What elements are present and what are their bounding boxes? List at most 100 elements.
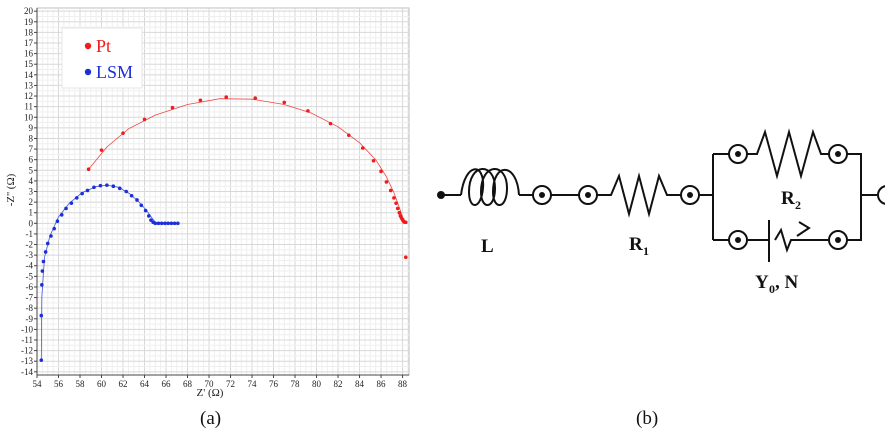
x-tick-label: 60 xyxy=(97,379,107,389)
data-point-lsm xyxy=(59,213,64,217)
y-tick-label: 13 xyxy=(24,80,34,90)
y-tick-label: -11 xyxy=(21,335,33,345)
label-R1-sub: 1 xyxy=(643,244,649,258)
y-axis-label: -Z'' (Ω) xyxy=(5,173,17,206)
y-tick-label: -10 xyxy=(21,324,33,334)
y-tick-label: 14 xyxy=(24,70,34,80)
data-point-lsm xyxy=(80,191,84,196)
y-tick-label: -6 xyxy=(26,282,34,292)
y-axis-ticks: -14-13-12-11-10-9-8-7-6-5-4-3-2-10123456… xyxy=(21,6,37,377)
data-point-pt xyxy=(403,255,408,260)
data-point-pt xyxy=(224,95,229,99)
y-tick-label: -13 xyxy=(21,356,33,366)
y-tick-label: 3 xyxy=(29,187,34,197)
connector-node-edge xyxy=(877,185,885,205)
caption-b: (b) xyxy=(636,408,659,429)
y-tick-label: 18 xyxy=(24,27,34,37)
caption-a: (a) xyxy=(200,408,222,429)
x-tick-label: 64 xyxy=(140,379,150,389)
data-point-pt xyxy=(99,148,104,152)
data-point-pt xyxy=(371,158,376,163)
connector-node-dot xyxy=(585,192,591,198)
data-point-lsm xyxy=(166,221,170,226)
data-point-lsm xyxy=(55,219,60,223)
data-point-lsm xyxy=(41,259,46,264)
data-point-lsm xyxy=(176,221,180,226)
y-tick-label: 19 xyxy=(24,17,34,27)
data-point-lsm xyxy=(39,313,44,318)
resistor-R1 xyxy=(597,172,681,218)
connector-node-dot xyxy=(735,151,741,157)
data-point-lsm xyxy=(40,283,44,287)
data-point-lsm xyxy=(69,201,74,205)
x-tick-label: 66 xyxy=(162,379,172,389)
equivalent-circuit: L R 1 R 2 Y 0 , N xyxy=(437,128,885,296)
data-point-pt xyxy=(384,180,389,184)
x-tick-label: 68 xyxy=(183,379,193,389)
x-tick-label: 80 xyxy=(312,379,322,389)
x-tick-label: 54 xyxy=(33,379,43,389)
y-tick-label: -2 xyxy=(26,240,34,250)
connector-node-dot xyxy=(735,237,741,243)
inductor-L xyxy=(460,168,520,206)
legend: Pt LSM xyxy=(61,27,143,89)
data-point-pt xyxy=(328,121,333,126)
y-tick-label: 2 xyxy=(29,197,34,207)
label-R1: R xyxy=(629,234,643,255)
data-point-lsm xyxy=(117,186,122,191)
right-bus xyxy=(847,153,862,241)
x-axis-ticks: 54 56 58 60 62 64 66 68 70 72 74 76 78 80 82 84 86 88 xyxy=(33,375,408,389)
data-point-pt xyxy=(388,188,393,193)
x-tick-label: 56 xyxy=(54,379,64,389)
data-point-lsm xyxy=(153,221,158,226)
x-tick-label: 84 xyxy=(355,379,365,389)
y-tick-label: 16 xyxy=(24,49,34,59)
y-tick-label: 5 xyxy=(29,165,34,175)
data-point-pt xyxy=(121,131,125,135)
y-tick-label: -8 xyxy=(26,303,34,313)
data-point-pt xyxy=(403,220,408,225)
data-point-lsm xyxy=(49,234,53,238)
y-tick-label: 8 xyxy=(29,133,34,143)
data-point-lsm xyxy=(43,250,48,254)
y-tick-label: 6 xyxy=(29,155,34,165)
y-tick-label: 15 xyxy=(24,59,34,69)
series-layer xyxy=(39,95,408,362)
label-L: L xyxy=(481,236,494,257)
data-point-lsm xyxy=(159,221,164,226)
label-R2-sub: 2 xyxy=(795,198,801,212)
circuit-wires xyxy=(437,128,877,262)
legend-marker-lsm xyxy=(84,68,92,76)
data-point-lsm xyxy=(129,193,134,198)
data-point-lsm xyxy=(85,188,90,193)
y-tick-label: -4 xyxy=(26,261,34,271)
data-point-pt xyxy=(86,167,91,172)
data-point-pt xyxy=(397,210,402,215)
data-point-pt xyxy=(346,133,351,138)
data-point-pt xyxy=(394,201,398,205)
data-point-pt xyxy=(253,96,258,100)
data-point-lsm xyxy=(40,269,45,273)
data-point-pt xyxy=(282,100,287,105)
x-tick-label: 72 xyxy=(226,379,235,389)
y-tick-label: 20 xyxy=(24,6,34,16)
x-tick-label: 82 xyxy=(334,379,343,389)
x-tick-label: 58 xyxy=(76,379,86,389)
x-tick-label: 88 xyxy=(398,379,408,389)
y-tick-label: 1 xyxy=(29,208,34,218)
data-point-lsm xyxy=(139,203,144,208)
data-point-pt xyxy=(170,105,175,110)
fit-line-pt xyxy=(88,98,407,224)
connector-node-dot xyxy=(835,151,841,157)
x-tick-label: 62 xyxy=(119,379,128,389)
cpe-element xyxy=(774,227,811,254)
x-tick-label: 78 xyxy=(291,379,301,389)
y-tick-label: 11 xyxy=(24,102,33,112)
data-point-lsm xyxy=(124,189,129,194)
x-tick-label: 74 xyxy=(248,379,258,389)
data-point-lsm xyxy=(143,208,148,213)
legend-marker-pt xyxy=(84,42,92,50)
nyquist-plot: 54 56 58 60 62 64 66 68 70 72 74 76 78 80 82 84 86 88 -14… xyxy=(5,6,410,399)
connector-node-dot xyxy=(687,192,693,198)
data-point-pt xyxy=(198,98,203,103)
